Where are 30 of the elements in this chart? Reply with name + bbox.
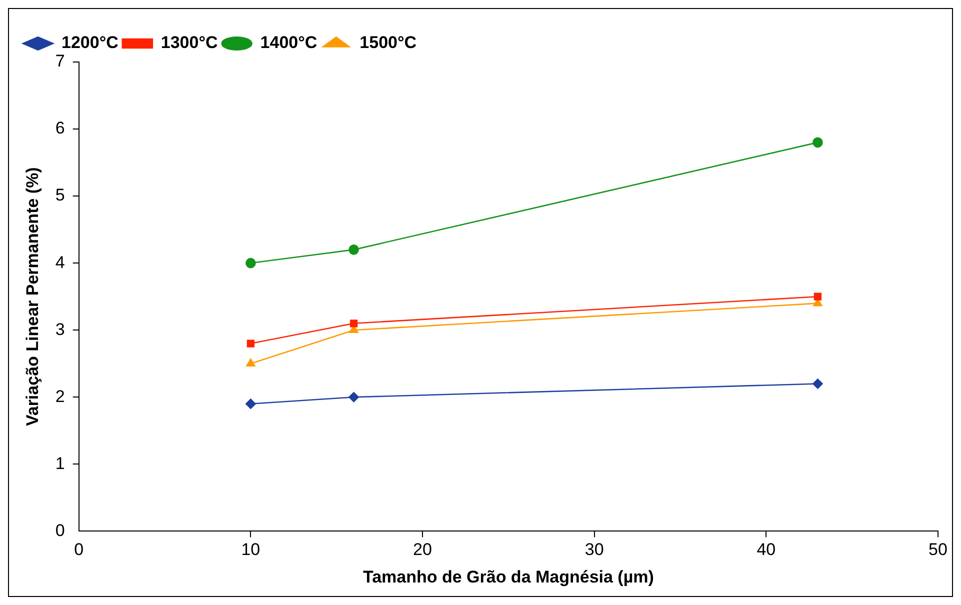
y-tick-label: 0 [55,520,65,540]
x-tick-label: 30 [584,540,604,560]
point [812,378,823,389]
y-axis-title: Variação Linear Permanente (%) [22,167,42,426]
legend-label: 1400°C [260,33,318,52]
y-tick-label: 3 [55,320,65,339]
point [348,392,359,402]
legend-label: 1500°C [360,33,417,52]
point [246,258,256,268]
x-axis-title: Tamanho de Grão da Magnésia (µm) [362,567,654,586]
x-tick-label: 40 [756,540,776,560]
y-tick-label: 7 [55,52,65,71]
y-tick-label: 5 [55,186,65,205]
point [814,292,822,300]
y-tick-label: 6 [55,118,65,138]
point [348,244,359,255]
point [246,358,256,367]
x-tick-label: 20 [413,540,432,560]
point [812,137,823,148]
x-tick-label: 0 [74,540,84,560]
point [350,320,358,328]
x-tick-label: 10 [241,540,260,560]
y-tick-label: 2 [55,386,65,406]
y-tick-label: 1 [55,454,65,473]
x-tick-label: 50 [928,540,948,560]
y-tick-label: 4 [55,252,65,272]
point [246,398,256,409]
legend-label: 1300°C [160,33,218,52]
legend-label: 1200°C [62,33,118,52]
point [246,340,255,348]
